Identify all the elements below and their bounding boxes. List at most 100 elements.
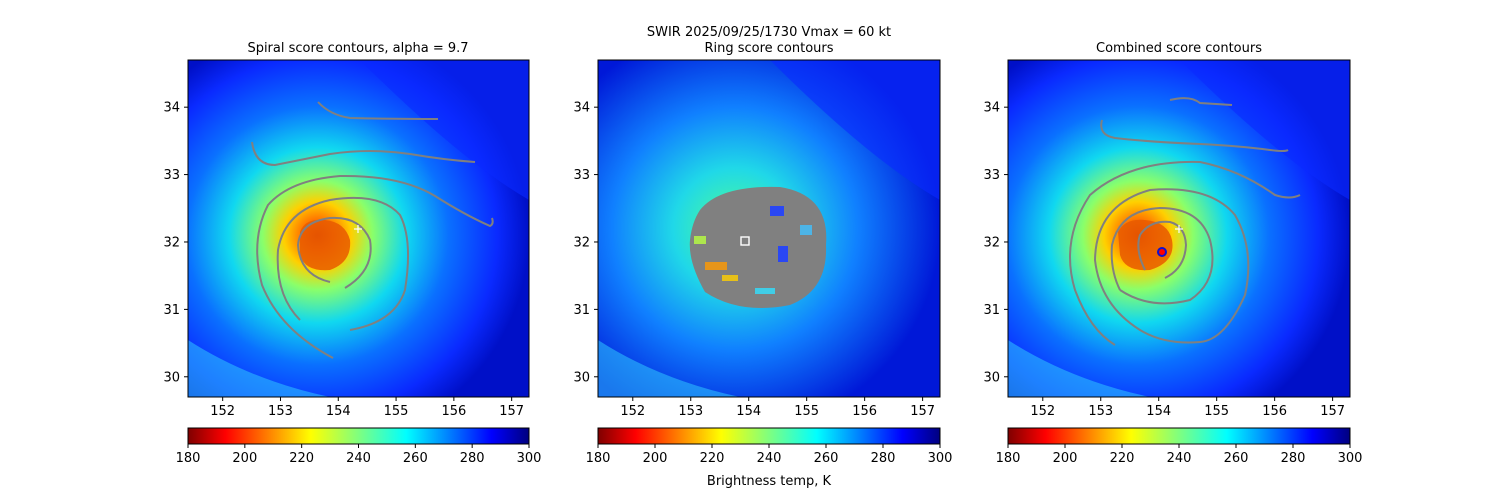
x-tick-label: 156 [1262, 404, 1287, 419]
colorbar-tick-label: 280 [460, 451, 485, 466]
x-axis: 152 153 154 155 156 157 [620, 397, 935, 419]
y-tick-label: 32 [573, 235, 590, 250]
x-tick-label: 157 [910, 404, 935, 419]
eye-region [300, 219, 351, 271]
x-tick-label: 156 [852, 404, 877, 419]
panel-title: Spiral score contours, alpha = 9.7 [247, 41, 468, 56]
x-tick-label: 153 [1088, 404, 1113, 419]
contour-line [1100, 119, 1289, 152]
speckle [694, 236, 706, 244]
colorbar-tick-label: 300 [928, 451, 953, 466]
panel-title: Ring score contours [704, 41, 833, 56]
y-tick-label: 31 [163, 303, 180, 318]
speckle [778, 246, 788, 262]
marker [1175, 225, 1183, 233]
colorbar [1007, 427, 1351, 445]
x-tick-label: 154 [326, 404, 351, 419]
plot-frame [1007, 59, 1351, 398]
y-tick-label: 34 [983, 101, 1000, 116]
colorbar-tick-label: 260 [814, 451, 839, 466]
y-tick-label: 31 [983, 303, 1000, 318]
speckle [705, 262, 727, 270]
combined-center-dot [1157, 247, 1167, 257]
colorbar-ticks: 180 200 220 240 260 280 300 [586, 444, 953, 466]
contour-line [1093, 188, 1250, 344]
y-tick-label: 30 [983, 370, 1000, 385]
colorbar-tick-label: 240 [1167, 451, 1192, 466]
x-tick-label: 155 [794, 404, 819, 419]
cloud-band [188, 340, 330, 397]
y-tick-label: 34 [163, 101, 180, 116]
y-axis: 30 31 32 33 34 [983, 101, 1008, 385]
contour-line [296, 216, 372, 289]
cloud-band [770, 60, 940, 200]
plot-frame [187, 59, 530, 398]
colorbar-tick-label: 200 [1053, 451, 1078, 466]
colorbar-tick-label: 260 [403, 451, 428, 466]
colorbar-tick-label: 180 [586, 451, 611, 466]
x-tick-label: 154 [736, 404, 761, 419]
y-axis: 30 31 32 33 34 [573, 101, 598, 385]
panel-ring: Ring score contours 152 153 154 155 156 157 3… [573, 41, 952, 489]
colorbar-tick-label: 280 [1281, 451, 1306, 466]
panel-combined: Combined score contours 152 153 154 155 156 1… [983, 41, 1362, 466]
colorbar-tick-label: 220 [289, 451, 314, 466]
y-tick-label: 34 [573, 101, 590, 116]
y-tick-label: 30 [573, 370, 590, 385]
colorbar-ticks: 180 200 220 240 260 280 300 [996, 444, 1363, 466]
colorbar-ticks: 180 200 220 240 260 280 300 [176, 444, 542, 466]
y-tick-label: 30 [163, 370, 180, 385]
x-tick-label: 155 [1204, 404, 1229, 419]
colorbar-tick-label: 280 [871, 451, 896, 466]
y-axis: 30 31 32 33 34 [163, 101, 188, 385]
contour-line [1169, 97, 1233, 106]
contour-line [276, 196, 409, 331]
x-axis: 152 153 154 155 156 157 [1030, 397, 1345, 419]
panel-title: Combined score contours [1096, 41, 1262, 56]
colorbar-tick-label: 300 [517, 451, 542, 466]
colorbar-tick-label: 200 [643, 451, 668, 466]
contour-line [256, 174, 494, 359]
cloud-band [1008, 340, 1150, 397]
y-tick-label: 31 [573, 303, 590, 318]
colorbar-tick-label: 240 [757, 451, 782, 466]
colorbar-tick-label: 220 [1110, 451, 1135, 466]
x-axis: 152 153 154 155 156 157 [210, 397, 524, 419]
x-tick-label: 157 [1320, 404, 1345, 419]
contour-line [1137, 220, 1188, 279]
colorbar-tick-label: 260 [1224, 451, 1249, 466]
marker [354, 225, 362, 233]
colorbar-tick-label: 300 [1338, 451, 1363, 466]
cloud-band [1180, 60, 1350, 200]
y-tick-label: 33 [163, 168, 180, 183]
x-tick-label: 153 [678, 404, 703, 419]
contours [1069, 97, 1301, 346]
speckle [770, 206, 784, 216]
cloud-band [360, 60, 529, 200]
x-tick-label: 154 [1146, 404, 1171, 419]
contour-line [1069, 160, 1301, 346]
colorbar-tick-label: 200 [232, 451, 257, 466]
y-tick-label: 32 [983, 235, 1000, 250]
plot-frame [597, 59, 941, 398]
x-tick-label: 152 [1030, 404, 1055, 419]
x-tick-label: 157 [499, 404, 524, 419]
eye-region [1118, 219, 1173, 271]
colorbar-tick-label: 240 [346, 451, 371, 466]
speckle [722, 275, 738, 281]
x-tick-label: 155 [384, 404, 409, 419]
colorbar [597, 427, 941, 445]
colorbar-label: Brightness temp, K [707, 474, 832, 489]
speckle [755, 288, 775, 294]
contour-line [317, 101, 439, 120]
ring-speckles [694, 206, 812, 294]
x-tick-label: 156 [441, 404, 466, 419]
x-tick-label: 152 [210, 404, 235, 419]
figure-suptitle: SWIR 2025/09/25/1730 Vmax = 60 kt [647, 25, 891, 40]
panel-spiral: Spiral score contours, alpha = 9.7 152 15… [163, 41, 541, 466]
cloud-band [598, 340, 740, 397]
colorbar-tick-label: 180 [176, 451, 201, 466]
y-tick-label: 33 [573, 168, 590, 183]
colorbar-tick-label: 220 [700, 451, 725, 466]
